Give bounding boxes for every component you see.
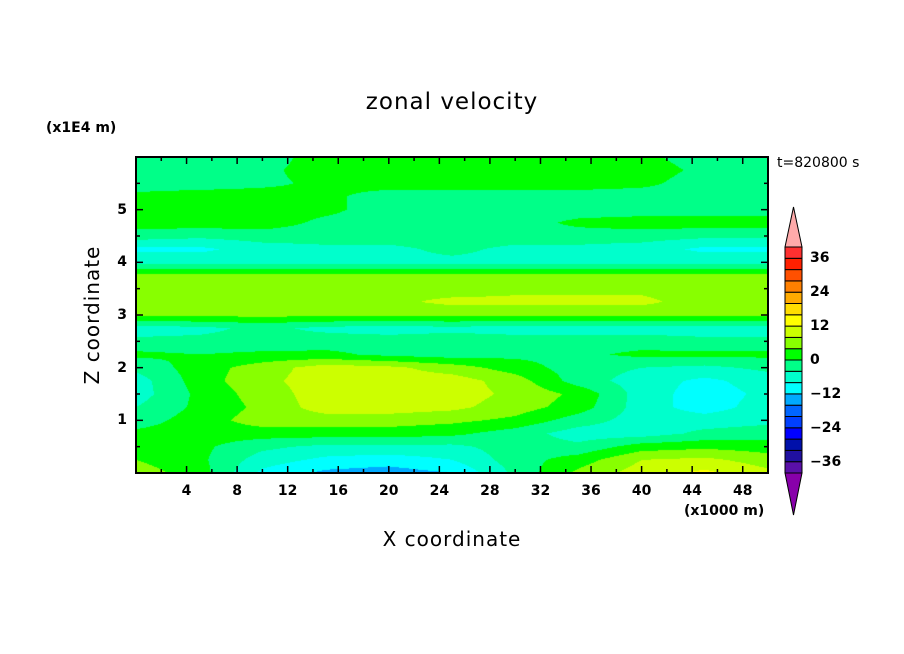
colorbar-tick-label: 12 bbox=[810, 318, 830, 335]
plot-frame bbox=[135, 156, 769, 474]
y-tick-label: 1 bbox=[117, 412, 127, 429]
x-axis-unit-label: (x1000 m) bbox=[684, 503, 765, 519]
colorbar-box bbox=[784, 325, 803, 338]
colorbar-tick-label: −12 bbox=[810, 385, 842, 402]
colorbar-box bbox=[784, 461, 803, 474]
colorbar-over-triangle bbox=[784, 206, 803, 248]
colorbar-box bbox=[784, 393, 803, 406]
x-tick-label: 36 bbox=[581, 483, 601, 499]
y-axis-unit-label: (x1E4 m) bbox=[46, 120, 117, 136]
x-tick-label: 4 bbox=[181, 483, 192, 499]
x-tick-label: 12 bbox=[277, 483, 298, 499]
colorbar-box bbox=[784, 348, 803, 361]
contour-field bbox=[136, 157, 768, 473]
y-tick-label: 4 bbox=[117, 254, 127, 271]
colorbar-box bbox=[784, 438, 803, 451]
colorbar-box bbox=[784, 303, 803, 316]
colorbar-tick-label: −36 bbox=[810, 453, 842, 470]
chart-title: zonal velocity bbox=[365, 89, 539, 115]
colorbar-tick-label: −24 bbox=[810, 419, 842, 436]
colorbar-box bbox=[784, 336, 803, 350]
colorbar-tick-label: 0 bbox=[810, 352, 820, 368]
colorbar-under-triangle bbox=[784, 472, 803, 516]
colorbar-box bbox=[784, 449, 803, 463]
x-tick-label: 16 bbox=[328, 483, 348, 499]
colorbar-box bbox=[784, 246, 803, 259]
y-tick-label: 2 bbox=[117, 359, 127, 376]
y-tick-label: 3 bbox=[117, 307, 127, 323]
colorbar-box bbox=[784, 416, 803, 429]
colorbar-box bbox=[784, 359, 803, 372]
y-tick-label: 5 bbox=[117, 201, 127, 218]
colorbar-box bbox=[784, 314, 803, 327]
x-tick-label: 20 bbox=[379, 483, 399, 499]
x-tick-label: 48 bbox=[732, 483, 753, 499]
x-tick-label: 24 bbox=[429, 483, 450, 499]
colorbar-box bbox=[784, 370, 803, 384]
colorbar-box bbox=[784, 269, 803, 282]
colorbar-box bbox=[784, 257, 803, 271]
x-tick-label: 28 bbox=[480, 483, 500, 499]
colorbar-tick-label: 24 bbox=[810, 284, 830, 301]
colorbar-box bbox=[784, 404, 803, 418]
time-label: t=820800 s bbox=[777, 155, 860, 171]
x-axis-title: X coordinate bbox=[382, 527, 522, 551]
x-tick-label: 32 bbox=[530, 483, 551, 499]
x-tick-label: 40 bbox=[631, 483, 652, 499]
colorbar-box bbox=[784, 382, 803, 395]
colorbar-box bbox=[784, 291, 803, 305]
colorbar-box bbox=[784, 280, 803, 293]
x-tick-label: 8 bbox=[232, 483, 242, 499]
colorbar-box bbox=[784, 427, 803, 440]
colorbar-tick-label: 36 bbox=[810, 250, 830, 267]
x-tick-label: 44 bbox=[682, 483, 702, 499]
